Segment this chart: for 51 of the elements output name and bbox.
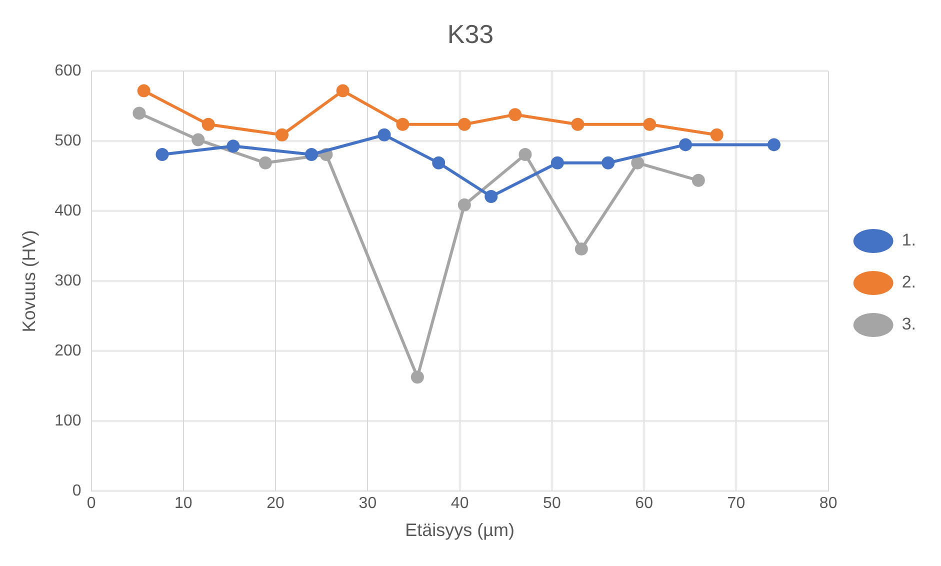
point: [156, 148, 169, 161]
y-tick-label: 200: [54, 342, 82, 360]
point: [378, 128, 391, 142]
point: [571, 118, 584, 131]
point: [336, 84, 350, 98]
point: [631, 156, 644, 170]
point: [258, 156, 272, 170]
point: [458, 118, 471, 131]
y-axis-title: Kovuus (HV): [18, 230, 39, 332]
x-tick-label: 80: [819, 495, 838, 512]
legend-label: 3.: [902, 314, 916, 334]
y-tick-label: 300: [54, 272, 82, 290]
point: [132, 106, 146, 120]
point: [602, 156, 615, 170]
x-tick-label: 20: [266, 495, 285, 512]
point: [410, 370, 424, 384]
x-tick-label: 10: [174, 495, 192, 512]
point: [304, 148, 318, 161]
point: [767, 138, 780, 152]
point: [276, 128, 288, 142]
point: [550, 156, 564, 170]
point: [710, 128, 724, 142]
y-tick-label: 0: [72, 482, 82, 500]
legend-label: 2.: [902, 272, 916, 292]
point: [484, 190, 498, 203]
x-tick-label: 40: [450, 495, 469, 512]
point: [679, 138, 692, 152]
chart-title: K33: [447, 18, 494, 49]
x-tick-label: 60: [635, 495, 654, 512]
point: [692, 174, 705, 187]
point: [202, 118, 215, 131]
y-tick-label: 100: [54, 412, 82, 430]
x-axis-title: Etäisyys (µm): [405, 520, 514, 540]
x-tick-label: 30: [358, 495, 377, 512]
y-tick-label: 400: [54, 202, 82, 220]
x-tick-label: 50: [543, 495, 561, 512]
point: [192, 133, 205, 146]
point: [458, 198, 471, 212]
point: [508, 108, 522, 122]
y-tick-label: 600: [54, 62, 82, 80]
point: [574, 242, 588, 256]
y-tick-label: 500: [54, 132, 82, 150]
legend-label: 1.: [902, 230, 916, 250]
x-tick-label: 70: [727, 495, 746, 512]
point: [226, 140, 240, 153]
point: [432, 156, 446, 170]
point: [518, 148, 532, 161]
point: [643, 118, 656, 131]
point: [137, 84, 150, 98]
point: [396, 118, 410, 131]
x-tick-label: 0: [86, 495, 96, 512]
